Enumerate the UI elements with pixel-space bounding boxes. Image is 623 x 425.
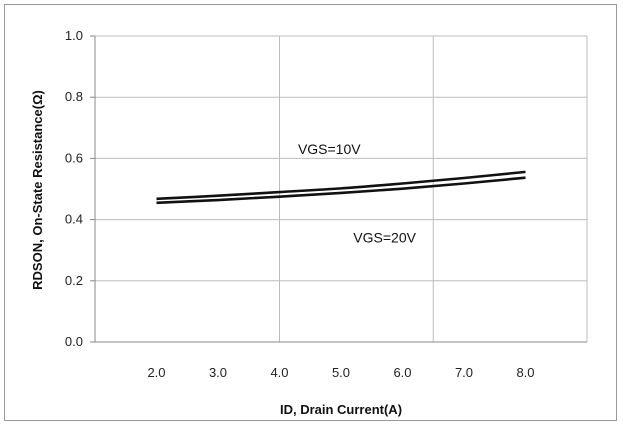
series-line-vgs-20v <box>156 176 526 205</box>
series-annotation: VGS=10V <box>298 141 361 157</box>
x-axis-title: ID, Drain Current(A) <box>280 402 402 417</box>
y-tick-label: 0.4 <box>65 212 83 227</box>
series-lines <box>156 170 526 205</box>
x-tick-label: 7.0 <box>455 365 473 380</box>
y-tick-labels: 0.0 0.2 0.4 0.6 0.8 1.0 <box>65 28 83 349</box>
gridlines <box>95 35 588 342</box>
y-axis-title: RDSON, On-State Resistance(Ω) <box>30 90 45 290</box>
x-tick-label: 6.0 <box>393 365 411 380</box>
y-tick-label: 0.0 <box>65 334 83 349</box>
y-tick-label: 0.6 <box>65 150 83 165</box>
annotations: VGS=10V VGS=20V <box>298 141 417 246</box>
x-tick-labels: 2.0 3.0 4.0 5.0 6.0 7.0 8.0 <box>147 365 534 380</box>
x-tick-label: 3.0 <box>209 365 227 380</box>
chart-frame <box>4 4 617 421</box>
axes <box>90 35 587 343</box>
x-tick-label: 2.0 <box>147 365 165 380</box>
x-tick-label: 8.0 <box>516 365 534 380</box>
y-tick-label: 1.0 <box>65 28 83 43</box>
y-tick-label: 0.2 <box>65 273 83 288</box>
series-line-vgs-10v <box>156 170 526 201</box>
y-tick-label: 0.8 <box>65 89 83 104</box>
x-tick-label: 5.0 <box>332 365 350 380</box>
series-annotation: VGS=20V <box>353 230 416 246</box>
x-tick-label: 4.0 <box>270 365 288 380</box>
